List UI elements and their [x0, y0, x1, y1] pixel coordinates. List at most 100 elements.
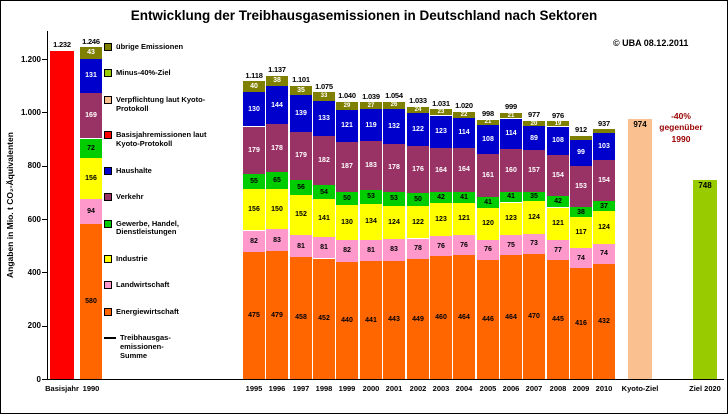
- segment-value-label: 81: [320, 244, 328, 252]
- bar-segment: 74: [570, 248, 592, 268]
- bar-segment: 76: [430, 236, 452, 257]
- bar-segment: 156: [80, 157, 102, 200]
- segment-value-label: 133: [318, 115, 330, 123]
- bar-segment: 82: [243, 230, 265, 253]
- bar-segment: 41: [500, 191, 522, 203]
- x-axis-label: 2010: [595, 384, 613, 393]
- bar-segment: 134: [360, 204, 382, 240]
- x-axis-label: Kyoto-Ziel: [621, 384, 659, 393]
- segment-value-label: 119: [365, 121, 377, 129]
- segment-value-label: 114: [458, 129, 470, 137]
- bar-segment: 123: [430, 203, 452, 237]
- segment-value-label: 20: [530, 120, 538, 127]
- segment-value-label: 76: [437, 242, 445, 250]
- bar-segment: 580: [80, 224, 102, 379]
- segment-value-label: 22: [460, 111, 468, 118]
- segment-value-label: 41: [507, 193, 515, 201]
- segment-value-label: 53: [390, 195, 398, 203]
- bar-segment: 123: [500, 202, 522, 236]
- bar-segment: 114: [500, 118, 522, 149]
- legend-item: Haushalte: [104, 166, 206, 176]
- segment-value-label: 124: [528, 214, 540, 222]
- segment-value-label: 29: [343, 102, 351, 109]
- bar-segment: 50: [336, 191, 358, 206]
- bar-segment: 141: [313, 199, 335, 237]
- segment-value-label: 103: [598, 142, 610, 150]
- bar-segment: 41: [477, 196, 499, 208]
- segment-value-label: 77: [554, 246, 562, 254]
- bar-segment: 33: [313, 92, 335, 101]
- bar-segment: 23: [430, 109, 452, 116]
- segment-value-label: 74: [600, 250, 608, 258]
- bar-segment: 139: [290, 95, 312, 133]
- bar-segment: 178: [383, 144, 405, 192]
- bar-segment: 29: [336, 101, 358, 110]
- legend-item: Verkehr: [104, 192, 206, 202]
- y-axis-tick-label: 1.000: [20, 107, 41, 117]
- bar-segment: 78: [407, 238, 429, 260]
- bar-segment: 123: [430, 115, 452, 149]
- segment-value-label: 164: [435, 166, 447, 174]
- bar-segment: 464: [453, 255, 475, 379]
- segment-value-label: 131: [85, 72, 97, 80]
- segment-value-label: 445: [552, 316, 564, 324]
- segment-value-label: 42: [554, 198, 562, 206]
- segment-value-label: 150: [271, 205, 283, 213]
- bar-total-label: 998: [482, 109, 494, 118]
- segment-value-label: 99: [577, 149, 585, 157]
- legend-swatch-icon: [104, 219, 112, 228]
- bar-segment: 38: [570, 207, 592, 218]
- segment-value-label: 460: [435, 314, 447, 322]
- y-axis-tick-label: 1.200: [20, 54, 41, 64]
- segment-value-label: 121: [458, 215, 470, 223]
- x-axis-label: 2002: [409, 384, 427, 393]
- segment-value-label: 120: [482, 220, 494, 228]
- bar-segment: 169: [80, 93, 102, 139]
- segment-value-label: 141: [318, 214, 330, 222]
- legend-item: Energiewirtschaft: [104, 306, 206, 317]
- segment-value-label: 156: [248, 206, 260, 214]
- segment-value-label: 124: [598, 224, 610, 232]
- bar-segment: 103: [593, 132, 615, 161]
- x-axis-label: 2007: [525, 384, 543, 393]
- segment-value-label: 40: [250, 82, 258, 90]
- bar-segment: 470: [523, 253, 545, 379]
- bar-segment: 50: [407, 192, 429, 206]
- segment-value-label: 452: [318, 315, 330, 323]
- bar-segment: 161: [477, 153, 499, 197]
- legend-swatch-icon: [104, 254, 112, 263]
- legend-label: Energiewirtschaft: [116, 306, 179, 316]
- chart-title: Entwicklung der Treibhausgasemissionen i…: [130, 8, 598, 23]
- legend-swatch-icon: [104, 307, 112, 316]
- x-axis-label: 2009: [572, 384, 590, 393]
- bar-total-label: 912: [575, 125, 587, 134]
- segment-value-label: 82: [250, 237, 258, 245]
- bar-segment: 76: [453, 235, 475, 256]
- segment-value-label: 156: [85, 174, 97, 182]
- bar-segment: 460: [430, 256, 452, 379]
- segment-value-label: 132: [388, 122, 400, 130]
- segment-value-label: 130: [341, 218, 353, 226]
- segment-value-label: 65: [273, 176, 281, 184]
- legend-label: Verpflichtung laut Kyoto- Protokoll: [116, 94, 206, 113]
- segment-value-label: 475: [248, 312, 260, 320]
- bar-kyoto-ziel: 974: [628, 119, 652, 379]
- bar-segment: 183: [360, 141, 382, 190]
- bar-segment: 153: [570, 166, 592, 207]
- bar-value-label: 974: [633, 120, 647, 130]
- bar-segment: 124: [523, 201, 545, 235]
- segment-value-label: 121: [552, 220, 564, 228]
- bar-segment: 464: [500, 255, 522, 379]
- bar-segment: 443: [383, 260, 405, 379]
- bar-segment: 479: [266, 251, 288, 379]
- bar-segment: 99: [570, 139, 592, 167]
- segment-value-label: 458: [295, 314, 307, 322]
- segment-value-label: 33: [320, 93, 328, 100]
- bar-segment: [570, 135, 592, 140]
- segment-value-label: 123: [435, 216, 447, 224]
- bar-total-label: 1.033: [409, 96, 427, 106]
- bar-segment: 108: [547, 126, 569, 156]
- segment-value-label: 21: [484, 119, 492, 126]
- bar-segment: 152: [290, 194, 312, 236]
- bar-basisjahr: [50, 50, 74, 379]
